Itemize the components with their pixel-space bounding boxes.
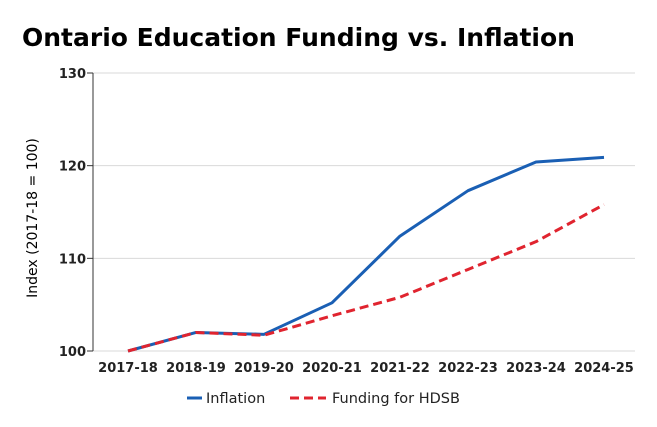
series-lines [127,155,605,353]
y-tick-labels: 100 110 120 130 [59,67,86,360]
legend: Inflation Funding for HDSB [187,391,460,407]
y-tick-label: 130 [59,67,86,82]
y-tick-label: 120 [59,160,86,175]
x-tick-label: 2023-24 [506,361,566,376]
legend-label: Funding for HDSB [332,391,460,407]
x-tick-label: 2024-25 [574,361,634,376]
legend-label: Inflation [206,391,265,407]
y-tick-label: 100 [59,345,86,360]
series-line-inflation [127,155,605,353]
gridlines [87,72,635,352]
x-tick-label: 2018-19 [166,361,226,376]
y-tick-label: 110 [59,252,86,267]
series-line-funding-hdsb [127,203,605,353]
x-tick-label: 2017-18 [98,361,158,376]
x-tick-label: 2022-23 [438,361,498,376]
chart-title: Ontario Education Funding vs. Inflation [22,23,575,52]
x-tick-label: 2021-22 [370,361,430,376]
x-tick-labels: 2017-18 2018-19 2019-20 2020-21 2021-22 2022-… [98,361,634,376]
y-axis-label: Index (2017-18 = 100) [25,138,41,298]
x-tick-label: 2019-20 [234,361,294,376]
x-tick-label: 2020-21 [302,361,362,376]
